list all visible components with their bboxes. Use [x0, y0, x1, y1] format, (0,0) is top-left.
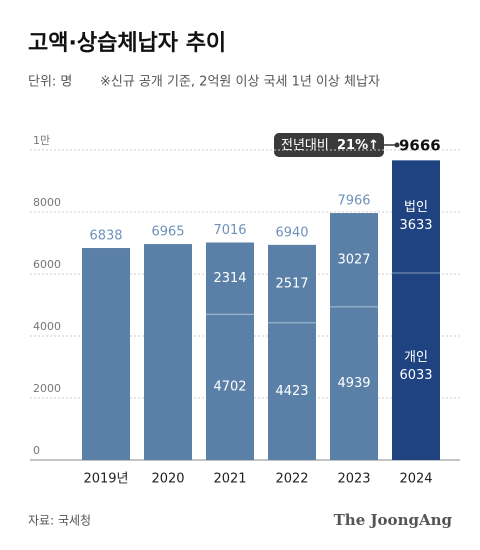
unit-label: 단위: 명	[28, 75, 72, 90]
brand: The JoongAng	[334, 511, 453, 529]
x-tick-label: 2020	[151, 472, 184, 487]
bar-segment	[206, 242, 254, 315]
y-tick-label: 2000	[33, 382, 61, 395]
total-label: 6965	[151, 225, 184, 240]
bar-segment	[330, 213, 378, 307]
total-label: 9666	[399, 137, 441, 155]
segment-label: 3027	[337, 252, 370, 267]
segment-label: 2314	[213, 271, 246, 286]
y-tick-label: 4000	[33, 320, 61, 333]
x-tick-label: 2021	[213, 472, 246, 487]
x-tick-label: 2024	[399, 472, 432, 487]
annotation-text: 전년대비	[281, 138, 329, 153]
x-tick-label: 2022	[275, 472, 308, 487]
segment-label: 4939	[337, 376, 370, 391]
bar-segment	[268, 244, 316, 323]
segment-label: 4423	[275, 384, 308, 399]
bar-segment	[392, 160, 440, 273]
y-tick-label: 0	[33, 444, 40, 457]
total-label: 7016	[213, 223, 246, 238]
source: 자료: 국세청	[28, 514, 91, 528]
segment-name: 법인	[404, 200, 428, 215]
bar	[144, 244, 192, 460]
total-label: 6838	[89, 229, 122, 244]
annotation: 전년대비 21%↑	[274, 133, 400, 157]
bar-segment	[392, 272, 440, 460]
segment-label: 4702	[213, 380, 246, 395]
chart-title: 고액·상습체납자 추이	[28, 31, 226, 56]
y-tick-label: 6000	[33, 258, 61, 271]
bar	[82, 248, 130, 460]
x-tick-label: 2019년	[83, 472, 128, 487]
segment-label: 2517	[275, 276, 308, 291]
x-tick-label: 2023	[337, 472, 370, 487]
segment-label: 3633	[399, 218, 432, 233]
total-label: 6940	[275, 225, 308, 240]
segment-label: 6033	[399, 368, 432, 383]
annotation-box	[274, 133, 384, 157]
bar-segment	[268, 322, 316, 460]
note: ※신규 공개 기준, 2억원 이상 국세 1년 이상 체납자	[100, 75, 380, 90]
y-tick-label: 8000	[33, 196, 61, 209]
total-label: 7966	[337, 194, 370, 209]
annotation-value: 21%↑	[337, 138, 379, 153]
y-tick-label: 1만	[33, 134, 50, 147]
annotation-dot	[394, 142, 400, 148]
bar-segment	[206, 314, 254, 460]
segment-name: 개인	[404, 350, 428, 365]
bar-segment	[330, 306, 378, 460]
